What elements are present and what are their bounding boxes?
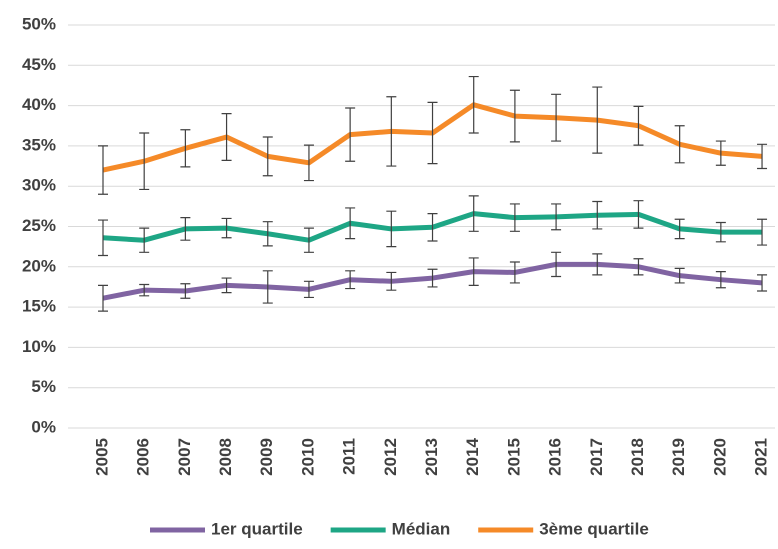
legend-label: 3ème quartile bbox=[539, 519, 649, 538]
error-bar bbox=[509, 261, 520, 284]
x-tick-label: 2009 bbox=[257, 438, 276, 476]
y-tick-label: 5% bbox=[31, 377, 56, 396]
error-bar bbox=[386, 210, 397, 248]
error-bar bbox=[757, 143, 768, 170]
error-bar bbox=[221, 217, 232, 239]
x-tick-label: 2020 bbox=[710, 438, 729, 476]
error-bar bbox=[633, 105, 644, 146]
y-tick-label: 0% bbox=[31, 417, 56, 436]
error-bar bbox=[715, 140, 726, 166]
x-tick-label: 2012 bbox=[381, 438, 400, 476]
error-bar bbox=[427, 213, 438, 242]
error-bar bbox=[386, 96, 397, 167]
error-bar bbox=[592, 253, 603, 276]
x-tick-label: 2005 bbox=[92, 438, 111, 476]
error-bar bbox=[262, 136, 273, 177]
error-bar bbox=[633, 258, 644, 276]
error-bar bbox=[345, 270, 356, 290]
error-bar bbox=[180, 129, 191, 168]
error-bar bbox=[468, 195, 479, 232]
x-tick-label: 2019 bbox=[669, 438, 688, 476]
error-bar bbox=[180, 217, 191, 241]
error-bar bbox=[757, 218, 768, 246]
x-tick-label: 2010 bbox=[298, 438, 317, 476]
error-bar bbox=[509, 89, 520, 143]
error-bar bbox=[303, 227, 314, 253]
error-bar bbox=[139, 283, 150, 297]
error-bar bbox=[674, 267, 685, 284]
error-bar bbox=[345, 107, 356, 162]
error-bar bbox=[303, 280, 314, 299]
x-tick-label: 2021 bbox=[752, 438, 771, 476]
y-tick-label: 50% bbox=[22, 14, 56, 33]
x-tick-label: 2016 bbox=[546, 438, 565, 476]
error-bar bbox=[262, 270, 273, 304]
error-bar bbox=[345, 207, 356, 240]
error-bar bbox=[468, 75, 479, 134]
error-bar bbox=[592, 86, 603, 154]
error-bar bbox=[262, 221, 273, 247]
error-bar bbox=[427, 268, 438, 288]
x-tick-label: 2018 bbox=[628, 438, 647, 476]
error-bar bbox=[386, 271, 397, 291]
error-bar bbox=[715, 221, 726, 243]
legend-label: Médian bbox=[392, 519, 451, 538]
error-bar bbox=[715, 271, 726, 289]
x-tick-label: 2007 bbox=[175, 438, 194, 476]
error-bar bbox=[592, 200, 603, 230]
error-bar bbox=[180, 283, 191, 299]
error-bar bbox=[757, 274, 768, 292]
error-bar bbox=[98, 145, 108, 195]
legend-label: 1er quartile bbox=[211, 519, 303, 538]
error-bar bbox=[633, 200, 644, 229]
error-bar bbox=[551, 203, 562, 231]
x-tick-label: 2014 bbox=[463, 437, 482, 475]
error-bar bbox=[221, 277, 232, 294]
y-tick-label: 15% bbox=[22, 297, 56, 316]
y-tick-label: 45% bbox=[22, 55, 56, 74]
error-bar bbox=[674, 218, 685, 240]
error-bar bbox=[427, 101, 438, 165]
error-bar bbox=[468, 257, 479, 286]
error-bar bbox=[221, 113, 232, 162]
y-tick-label: 20% bbox=[22, 256, 56, 275]
y-tick-label: 35% bbox=[22, 135, 56, 154]
error-bar bbox=[98, 219, 108, 257]
y-tick-label: 25% bbox=[22, 216, 56, 235]
error-bar bbox=[551, 93, 562, 142]
x-tick-label: 2008 bbox=[216, 438, 235, 476]
y-tick-label: 10% bbox=[22, 337, 56, 356]
y-tick-label: 30% bbox=[22, 176, 56, 195]
x-tick-label: 2011 bbox=[340, 438, 359, 475]
error-bar bbox=[551, 251, 562, 278]
x-tick-label: 2013 bbox=[422, 438, 441, 476]
error-bar bbox=[509, 203, 520, 232]
x-tick-label: 2017 bbox=[587, 438, 606, 476]
y-tick-label: 40% bbox=[22, 95, 56, 114]
error-bar bbox=[674, 125, 685, 164]
x-tick-label: 2015 bbox=[504, 438, 523, 476]
error-bar bbox=[303, 144, 314, 182]
error-bar bbox=[139, 227, 150, 253]
error-bar bbox=[139, 132, 150, 191]
x-tick-label: 2006 bbox=[134, 438, 153, 476]
error-bar bbox=[98, 284, 108, 312]
